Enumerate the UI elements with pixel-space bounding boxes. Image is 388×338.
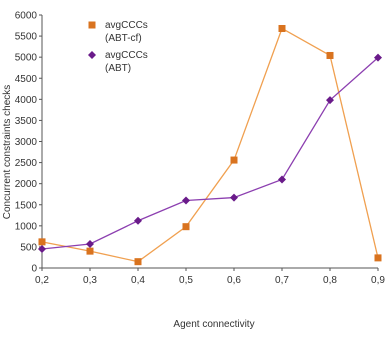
data-point <box>86 247 94 255</box>
x-tick-label: 0,4 <box>131 275 145 286</box>
data-point <box>374 254 382 262</box>
data-point <box>230 156 238 164</box>
data-point <box>38 245 46 254</box>
legend-label-line1: avgCCCs <box>105 20 148 31</box>
y-tick-label: 500 <box>20 242 37 253</box>
x-tick-label: 0,3 <box>83 275 97 286</box>
axes: 0 500 1000 1500 2000 2500 3000 3500 4000 4500 5000… <box>15 11 386 287</box>
data-point <box>134 258 142 266</box>
data-point <box>326 51 334 59</box>
data-point <box>278 24 286 32</box>
x-tick-label: 0,9 <box>371 275 385 286</box>
data-point <box>38 238 46 246</box>
x-tick-label: 0,6 <box>227 275 241 286</box>
data-point <box>182 223 190 231</box>
y-tick-label: 2000 <box>15 179 38 190</box>
data-point <box>278 175 286 184</box>
x-tick-label: 0,5 <box>179 275 193 286</box>
y-tick-label: 3000 <box>15 137 38 148</box>
legend-label-line2: (ABT-cf) <box>105 33 142 44</box>
y-tick-label: 0 <box>31 264 37 275</box>
y-tick-label: 4500 <box>15 74 38 85</box>
legend-label-line2: (ABT) <box>105 63 131 74</box>
x-tick-label: 0,7 <box>275 275 289 286</box>
data-point <box>230 193 238 202</box>
legend-label-line1: avgCCCs <box>105 50 148 61</box>
legend-marker <box>88 51 96 59</box>
data-point <box>182 196 190 205</box>
legend-marker <box>88 21 96 29</box>
series-line-2 <box>41 57 379 250</box>
data-point <box>134 216 142 225</box>
y-tick-label: 3500 <box>15 116 38 127</box>
series-line-1 <box>41 27 379 263</box>
legend: avgCCCs (ABT-cf) avgCCCs (ABT) <box>88 20 148 74</box>
y-tick-label: 1500 <box>15 200 38 211</box>
x-tick-label: 0,8 <box>323 275 337 286</box>
y-tick-label: 5000 <box>15 53 38 64</box>
data-point <box>86 239 94 248</box>
y-tick-label: 6000 <box>15 11 38 22</box>
x-axis-title: Agent connectivity <box>173 319 254 330</box>
data-point <box>374 53 382 62</box>
x-tick-label: 0,2 <box>35 275 49 286</box>
y-tick-label: 5500 <box>15 32 38 43</box>
y-tick-label: 4000 <box>15 95 38 106</box>
data-point <box>326 96 334 105</box>
series-layer <box>38 24 382 266</box>
y-tick-label: 2500 <box>15 158 38 169</box>
y-tick-label: 1000 <box>15 221 38 232</box>
y-axis-title: Concurrent constraints checks <box>2 85 13 220</box>
